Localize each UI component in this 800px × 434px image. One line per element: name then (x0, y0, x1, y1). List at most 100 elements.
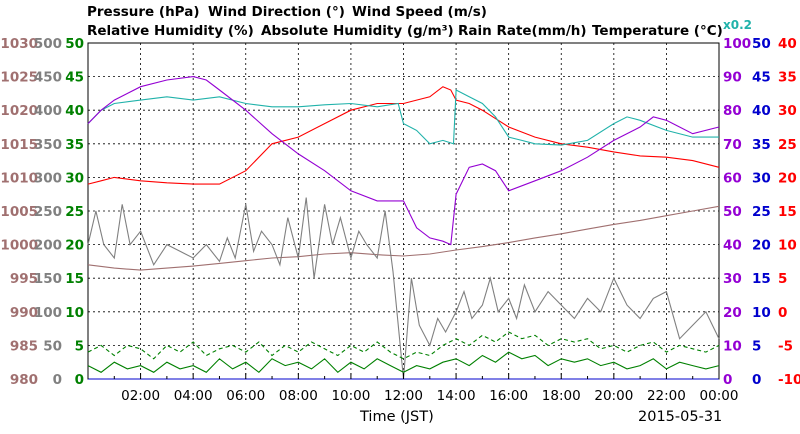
x-tick-label: 00:00 (700, 388, 739, 404)
x-axis: 02:00 04:00 06:00 08:00 10:00 12:00 14:00 16:00… (87, 373, 739, 404)
tick-pressure: 1005 (0, 204, 38, 220)
tick-rain-rate: 10 (752, 305, 771, 321)
x-tick-label: 04:00 (174, 388, 213, 404)
tick-relative-humidity: 0 (723, 372, 732, 388)
tick-wind-direction: 350 (34, 137, 62, 153)
tick-wind-speed: 15 (65, 271, 84, 287)
series-absolute-humidity (87, 89, 719, 146)
tick-rain-rate: 40 (752, 103, 771, 119)
legend-temperature: Temperature (°C) (592, 23, 723, 39)
tick-pressure: 1030 (0, 36, 38, 52)
y-axes: 1030102510201015101010051000995990985980… (0, 36, 800, 388)
x-tick-label: 10:00 (331, 388, 370, 404)
legend-wind-direction: Wind Direction (°) (208, 4, 345, 20)
abs-humidity-scale-note: x0.2 (723, 18, 752, 32)
legend-absolute-humidity: Absolute Humidity (g/m³) (261, 23, 454, 39)
tick-relative-humidity: 80 (723, 103, 742, 119)
tick-wind-speed: 40 (65, 103, 84, 119)
tick-wind-direction: 450 (34, 70, 62, 86)
tick-temperature: 35 (778, 70, 797, 86)
tick-relative-humidity: 20 (723, 305, 742, 321)
tick-pressure: 990 (10, 305, 38, 321)
tick-temperature: 25 (778, 137, 797, 153)
series-temperature (87, 86, 720, 185)
tick-temperature: 10 (778, 238, 797, 254)
tick-pressure: 1020 (0, 103, 38, 119)
tick-wind-speed: 35 (65, 137, 84, 153)
x-tick-label: 20:00 (594, 388, 633, 404)
x-tick-label: 08:00 (279, 388, 318, 404)
tick-temperature: -10 (778, 372, 800, 388)
series-wind-gust (87, 331, 720, 360)
tick-rain-rate: 15 (752, 271, 771, 287)
tick-pressure: 1015 (0, 137, 38, 153)
legend-rain-rate: Rain Rate(mm/h) (458, 23, 587, 39)
tick-pressure: 985 (10, 338, 38, 354)
tick-wind-speed: 25 (65, 204, 84, 220)
tick-relative-humidity: 50 (723, 204, 742, 220)
tick-pressure: 980 (10, 372, 38, 388)
series-relative-humidity (87, 76, 720, 246)
tick-temperature: 30 (778, 103, 797, 119)
tick-rain-rate: 20 (752, 238, 771, 254)
x-tick-label: 02:00 (121, 388, 160, 404)
tick-temperature: 20 (778, 170, 797, 186)
series-wind-speed (87, 351, 720, 374)
tick-rain-rate: 30 (752, 170, 771, 186)
legend-relative-humidity: Relative Humidity (%) (87, 23, 254, 39)
tick-wind-direction: 400 (34, 103, 62, 119)
tick-rain-rate: 45 (752, 70, 771, 86)
tick-wind-direction: 500 (34, 36, 62, 52)
x-tick-label: 12:00 (384, 388, 423, 404)
tick-temperature: -5 (778, 338, 793, 354)
tick-relative-humidity: 70 (723, 137, 742, 153)
tick-wind-direction: 150 (34, 271, 62, 287)
tick-wind-speed: 10 (65, 305, 84, 321)
legend: Pressure (hPa) Wind Direction (°) Wind S… (87, 4, 752, 39)
tick-rain-rate: 35 (752, 137, 771, 153)
tick-pressure: 1000 (0, 238, 38, 254)
series-wind-direction (87, 197, 720, 380)
tick-temperature: 5 (778, 271, 787, 287)
series-pressure (87, 205, 720, 271)
tick-temperature: 15 (778, 204, 797, 220)
tick-pressure: 995 (10, 271, 38, 287)
tick-rain-rate: 25 (752, 204, 771, 220)
tick-wind-direction: 100 (34, 305, 62, 321)
tick-temperature: 40 (778, 36, 797, 52)
tick-wind-direction: 0 (53, 372, 62, 388)
tick-relative-humidity: 90 (723, 70, 742, 86)
tick-wind-speed: 0 (75, 372, 84, 388)
tick-relative-humidity: 40 (723, 238, 742, 254)
tick-wind-direction: 300 (34, 170, 62, 186)
tick-wind-speed: 30 (65, 170, 84, 186)
tick-wind-speed: 20 (65, 238, 84, 254)
tick-wind-direction: 200 (34, 238, 62, 254)
tick-wind-direction: 250 (34, 204, 62, 220)
tick-rain-rate: 50 (752, 36, 771, 52)
tick-wind-speed: 50 (65, 36, 84, 52)
tick-rain-rate: 0 (752, 372, 761, 388)
x-tick-label: 22:00 (647, 388, 686, 404)
tick-relative-humidity: 30 (723, 271, 742, 287)
x-tick-label: 18:00 (542, 388, 581, 404)
legend-wind-speed: Wind Speed (m/s) (352, 4, 487, 20)
tick-pressure: 1025 (0, 70, 38, 86)
tick-rain-rate: 5 (752, 338, 761, 354)
tick-pressure: 1010 (0, 170, 38, 186)
x-tick-label: 06:00 (226, 388, 265, 404)
tick-wind-speed: 5 (75, 338, 84, 354)
x-tick-label: 16:00 (489, 388, 528, 404)
legend-pressure: Pressure (hPa) (87, 4, 200, 20)
tick-wind-speed: 45 (65, 70, 84, 86)
series-layer (87, 76, 720, 380)
tick-relative-humidity: 60 (723, 170, 742, 186)
tick-relative-humidity: 10 (723, 338, 742, 354)
tick-relative-humidity: 100 (723, 36, 751, 52)
x-tick-label: 14:00 (437, 388, 476, 404)
tick-wind-direction: 50 (43, 338, 62, 354)
tick-temperature: 0 (778, 305, 787, 321)
x-axis-label: Time (JST) (359, 409, 434, 425)
date-label: 2015-05-31 (638, 409, 722, 425)
